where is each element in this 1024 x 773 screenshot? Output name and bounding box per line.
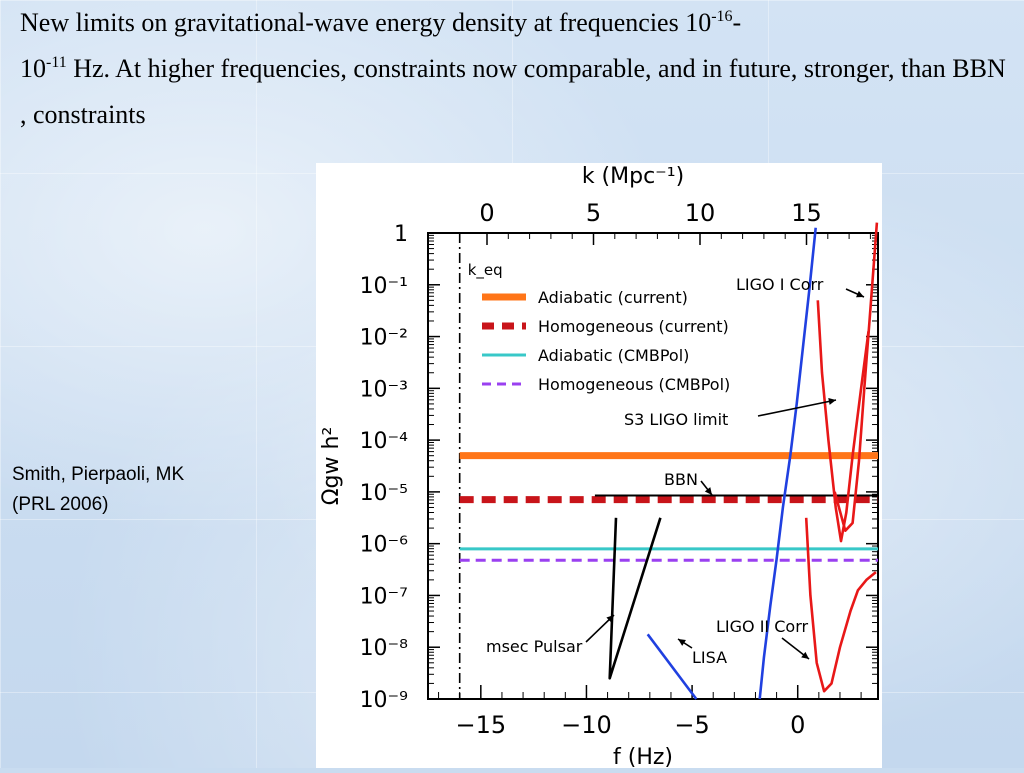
title-part1: New limits on gravitational-wave energy … bbox=[20, 8, 712, 37]
title-part2: 10 bbox=[20, 54, 46, 83]
legend: Adiabatic (current) Homogeneous (current)… bbox=[482, 288, 730, 394]
annotation-label: BBN bbox=[664, 470, 698, 489]
y-axis-label: Ωgw h² bbox=[319, 427, 344, 506]
annotation-label: msec Pulsar bbox=[486, 637, 583, 656]
annotation-arrowhead bbox=[801, 651, 809, 659]
title-part3: Hz. At higher frequencies, constraints n… bbox=[20, 54, 1006, 129]
annotation-label: S3 LIGO limit bbox=[624, 410, 728, 429]
y-tick-label: 10⁻⁸ bbox=[360, 636, 409, 661]
curve-ligo-pulsar-timing-bound bbox=[758, 227, 817, 700]
x-axis-label: f (Hz) bbox=[613, 745, 673, 768]
curve-msec-pulsar bbox=[608, 517, 662, 680]
chart-svg: 1 10⁻¹ 10⁻² 10⁻³ 10⁻⁴ 10⁻⁵ 10⁻⁶ 10⁻⁷ 10⁻⁸ 10⁻⁹ −15… bbox=[319, 164, 879, 770]
legend-label: Homogeneous (CMBPol) bbox=[538, 375, 730, 394]
annotation-arrowhead bbox=[704, 487, 712, 495]
y-tick-label: 10⁻⁷ bbox=[360, 584, 408, 609]
plot-frame bbox=[427, 232, 879, 700]
y-tick-label: 10⁻⁶ bbox=[360, 533, 409, 558]
keq-label: k_eq bbox=[468, 261, 503, 280]
title-dash: - bbox=[732, 8, 742, 37]
annotation-label: LIGO II Corr bbox=[716, 617, 808, 636]
citation: Smith, Pierpaoli, MK (PRL 2006) bbox=[12, 460, 292, 520]
curve-lisa bbox=[646, 633, 698, 700]
y-tick-label: 10⁻⁹ bbox=[360, 688, 408, 713]
annotation-arrow bbox=[757, 399, 837, 417]
top-tick-label: 5 bbox=[586, 199, 601, 227]
annotation-arrowhead bbox=[856, 290, 864, 298]
legend-label: Adiabatic (CMBPol) bbox=[538, 346, 689, 365]
top-tick-label: 10 bbox=[685, 199, 716, 227]
legend-label: Adiabatic (current) bbox=[538, 288, 688, 307]
axis-labels: f (Hz) k (Mpc⁻¹) Ωgw h² bbox=[319, 164, 684, 770]
y-tick-label: 10⁻⁴ bbox=[360, 429, 409, 454]
top-axis-label: k (Mpc⁻¹) bbox=[582, 164, 684, 189]
title-sup2: -11 bbox=[46, 54, 67, 71]
plot-border bbox=[427, 232, 879, 700]
axis-ticks: 1 10⁻¹ 10⁻² 10⁻³ 10⁻⁴ 10⁻⁵ 10⁻⁶ 10⁻⁷ 10⁻⁸ 10⁻⁹ −15… bbox=[360, 199, 878, 739]
y-tick-label: 10⁻¹ bbox=[360, 274, 408, 299]
curve-ligo-i-corr bbox=[833, 222, 879, 533]
title-sup1: -16 bbox=[711, 8, 733, 25]
curve-ligo-ii-corr bbox=[804, 517, 877, 693]
citation-authors: Smith, Pierpaoli, MK bbox=[12, 464, 185, 485]
annotation-label: LISA bbox=[692, 648, 727, 667]
top-tick-label: 15 bbox=[791, 199, 822, 227]
legend-label: Homogeneous (current) bbox=[538, 317, 729, 336]
slide-title: New limits on gravitational-wave energy … bbox=[20, 2, 1010, 136]
annotation-arrowhead bbox=[678, 639, 686, 646]
citation-journal: (PRL 2006) bbox=[12, 494, 109, 515]
data-series bbox=[458, 222, 879, 700]
y-tick-label: 10⁻³ bbox=[360, 377, 408, 402]
annotation-arrowhead bbox=[828, 398, 836, 405]
annotation-arrowhead bbox=[606, 615, 614, 623]
chart-figure: 1 10⁻¹ 10⁻² 10⁻³ 10⁻⁴ 10⁻⁵ 10⁻⁶ 10⁻⁷ 10⁻⁸ 10⁻⁹ −15… bbox=[316, 163, 882, 770]
annotations: k_eq LIGO I Corr S3 LIGO limit BBN msec Puls… bbox=[468, 261, 865, 667]
y-tick-label: 10⁻² bbox=[360, 326, 408, 351]
curve-s3-ligo-limit bbox=[816, 300, 870, 543]
x-tick-label: −5 bbox=[674, 711, 709, 739]
y-tick-label: 1 bbox=[394, 222, 408, 247]
top-tick-label: 0 bbox=[479, 199, 494, 227]
x-tick-label: −10 bbox=[561, 711, 612, 739]
y-tick-label: 10⁻⁵ bbox=[360, 481, 408, 506]
annotation-label: LIGO I Corr bbox=[736, 275, 824, 294]
x-tick-label: −15 bbox=[455, 711, 506, 739]
x-tick-label: 0 bbox=[790, 711, 805, 739]
